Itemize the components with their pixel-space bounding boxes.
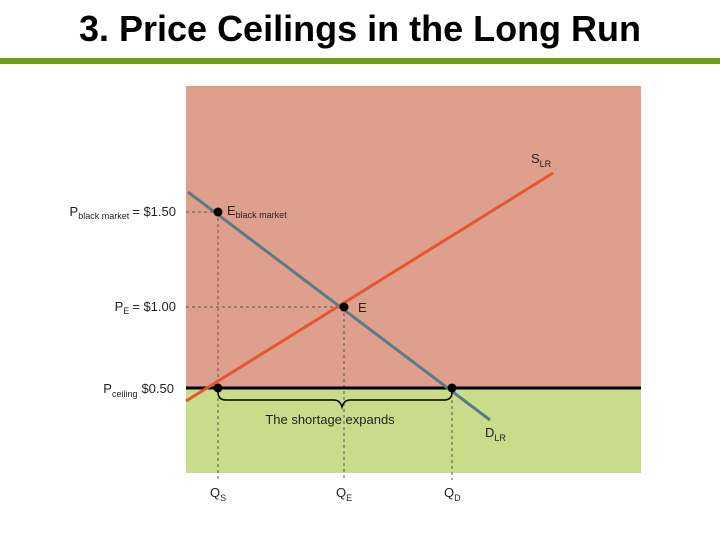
upper-region	[186, 86, 641, 388]
equilibrium-point-label: E	[358, 300, 367, 315]
p-black-market-sub: black market	[78, 211, 130, 221]
equilibrium-point	[339, 302, 349, 312]
qd-main: Q	[444, 485, 454, 500]
qs-main: Q	[210, 485, 220, 500]
demand-label-main: D	[485, 425, 494, 440]
qd-sub: D	[454, 493, 461, 503]
qe-main: Q	[336, 485, 346, 500]
black-market-point-sub: black market	[236, 210, 288, 220]
p-black-market-main: P	[70, 204, 79, 219]
p-ceiling-main: P	[103, 381, 112, 396]
p-equilibrium-label: PE = $1.00	[115, 299, 176, 316]
qd-ceiling-point	[447, 383, 457, 393]
qe-sub: E	[346, 493, 352, 503]
shortage-brace	[217, 391, 453, 410]
p-ceiling-sub: ceiling	[112, 389, 138, 399]
demand-label: DLR	[485, 425, 506, 443]
demand-curve	[187, 190, 491, 422]
supply-label-main: S	[531, 151, 540, 166]
lower-region	[186, 388, 641, 473]
qs-label: QS	[210, 485, 226, 503]
qe-label: QE	[336, 485, 352, 503]
shortage-label: The shortage expands	[265, 412, 395, 427]
supply-label-sub: LR	[540, 159, 552, 169]
qd-label: QD	[444, 485, 461, 503]
p-ceiling-label: Pceiling $0.50	[103, 381, 174, 399]
p-equilibrium-sub: E	[123, 306, 129, 316]
demand-label-sub: LR	[494, 433, 506, 443]
p-equilibrium-value: = $1.00	[132, 299, 176, 314]
supply-label: SLR	[531, 151, 552, 169]
p-black-market-label: Pblack market = $1.50	[70, 204, 176, 221]
black-market-point-main: E	[227, 203, 236, 218]
qs-ceiling-point	[213, 383, 223, 393]
qs-sub: S	[220, 493, 226, 503]
p-black-market-value: = $1.50	[132, 204, 176, 219]
p-ceiling-value: $0.50	[141, 381, 174, 396]
supply-curve	[185, 171, 554, 403]
black-market-point	[213, 207, 223, 217]
slide-title: 3. Price Ceilings in the Long Run	[78, 8, 642, 49]
title-underline	[0, 58, 720, 64]
p-equilibrium-main: P	[115, 299, 124, 314]
black-market-point-label: Eblack market	[227, 203, 287, 220]
